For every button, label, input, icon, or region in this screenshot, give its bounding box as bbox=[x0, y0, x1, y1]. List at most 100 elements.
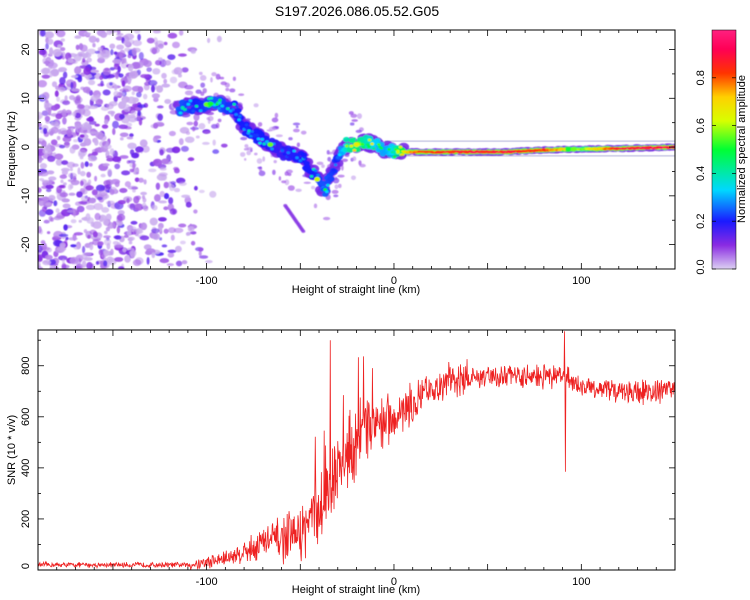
spectrogram-noise-blob bbox=[161, 72, 167, 79]
spectrogram-noise-blob bbox=[168, 197, 174, 205]
spectrogram-ridge-core bbox=[270, 147, 274, 151]
spectrogram-noise-blob bbox=[100, 32, 108, 37]
spectrogram-ridge-core bbox=[370, 142, 374, 146]
spectrogram-noise-blob bbox=[217, 118, 222, 123]
spectrogram-noise-blob bbox=[126, 197, 130, 204]
spectrogram-noise-blob bbox=[63, 141, 70, 146]
spectrogram-noise-blob bbox=[50, 217, 54, 222]
spectrogram-noise-blob bbox=[179, 30, 184, 36]
spectrogram-noise-blob bbox=[59, 144, 66, 149]
spectrogram-noise-blob bbox=[199, 75, 207, 81]
spectrogram-noise-blob bbox=[140, 191, 148, 196]
spectrogram-noise-blob bbox=[44, 115, 51, 122]
spectrogram-noise-blob bbox=[88, 79, 96, 86]
spectrogram-ridge-core bbox=[256, 137, 261, 141]
spectrogram-noise-blob bbox=[112, 59, 122, 64]
spectrogram-noise-blob bbox=[357, 113, 362, 119]
spectrogram-ridge-core bbox=[220, 104, 224, 108]
spectrogram-noise-blob bbox=[42, 49, 46, 56]
spectrogram-noise-blob bbox=[178, 138, 184, 146]
spectrogram-noise-blob bbox=[178, 73, 182, 78]
spectrogram-streak-blob bbox=[301, 229, 306, 233]
spectrogram-ridge-core bbox=[234, 113, 238, 116]
spectrogram-noise-blob bbox=[161, 83, 171, 88]
spectrogram-noise-blob bbox=[85, 204, 96, 210]
spectrogram-ridge-core bbox=[367, 145, 371, 149]
spectrogram-noise-blob bbox=[124, 126, 132, 130]
spectrogram-noise-blob bbox=[123, 39, 131, 46]
spectrogram-noise-blob bbox=[129, 168, 135, 173]
spectrogram-noise-blob bbox=[141, 195, 146, 200]
spectrogram-noise-blob bbox=[232, 76, 236, 82]
spectrogram-noise-blob bbox=[45, 254, 53, 260]
spectrogram-noise-blob bbox=[92, 231, 98, 238]
spectrogram-noise-blob bbox=[119, 155, 129, 159]
spectrogram-noise-blob bbox=[95, 184, 106, 192]
spectrogram-noise-blob bbox=[52, 48, 62, 57]
spectrogram-noise-blob bbox=[284, 179, 290, 186]
spectrogram-noise-blob bbox=[74, 66, 82, 75]
spectrogram-noise-blob bbox=[143, 93, 148, 100]
spectrogram-noise-blob bbox=[56, 96, 60, 102]
spectrogram-noise-blob bbox=[41, 242, 48, 251]
spectrogram-noise-blob bbox=[296, 142, 300, 148]
spectrogram-noise-blob bbox=[109, 67, 116, 71]
spectrogram-noise-blob bbox=[331, 189, 339, 194]
spectrogram-noise-blob bbox=[76, 191, 83, 198]
spectrogram-ridge-core bbox=[349, 144, 354, 148]
spectrogram-noise-blob bbox=[209, 190, 217, 198]
spectrogram-noise-blob bbox=[159, 190, 165, 198]
spectrogram-noise-blob bbox=[219, 76, 225, 80]
spectrogram-noise-blob bbox=[164, 99, 172, 104]
spectrogram-ridge-core bbox=[295, 156, 299, 160]
spectrogram-ridge-mid bbox=[319, 180, 326, 186]
spectrogram-noise-blob bbox=[281, 180, 287, 184]
spectrogram-noise-blob bbox=[55, 113, 63, 120]
spectrogram-noise-blob bbox=[207, 115, 214, 122]
spectrogram-noise-blob bbox=[153, 136, 158, 143]
spectrogram-noise-blob bbox=[156, 85, 164, 93]
spectrogram-noise-blob bbox=[78, 43, 84, 51]
spectrogram-noise-blob bbox=[94, 123, 100, 127]
spectrogram-noise-blob bbox=[67, 126, 76, 130]
spectrogram-ridge-core bbox=[255, 133, 259, 137]
spectrogram-noise-blob bbox=[132, 259, 142, 266]
spectrogram-noise-blob bbox=[156, 105, 164, 109]
spectrogram-noise-blob bbox=[117, 210, 125, 216]
spectrogram-noise-blob bbox=[47, 107, 52, 116]
spectrogram-noise-blob bbox=[112, 156, 122, 163]
spectrogram-noise-blob bbox=[190, 240, 196, 246]
spectrogram-noise-blob bbox=[38, 157, 43, 164]
spectrogram-noise-blob bbox=[67, 132, 77, 138]
spectrogram-noise-blob bbox=[215, 73, 221, 80]
spectrogram-noise-blob bbox=[38, 254, 44, 261]
spectrogram-noise-blob bbox=[127, 185, 138, 190]
spectrogram-noise-blob bbox=[173, 227, 184, 234]
spectrogram-y-tick-label: -10 bbox=[20, 188, 32, 204]
spectrogram-noise-blob bbox=[46, 231, 51, 235]
spectrogram-noise-blob bbox=[38, 265, 42, 269]
spectrogram-noise-blob bbox=[159, 258, 170, 264]
spectrogram-noise-blob bbox=[159, 167, 167, 171]
spectrogram-noise-blob bbox=[45, 202, 52, 206]
spectrogram-ridge-core bbox=[372, 147, 376, 151]
spectrogram-noise-blob bbox=[128, 241, 133, 245]
spectrogram-ridge-core bbox=[209, 96, 214, 100]
spectrogram-noise-blob bbox=[136, 91, 142, 98]
spectrogram-ridge-core bbox=[292, 149, 297, 153]
spectrogram-noise-blob bbox=[113, 84, 118, 91]
spectrogram-noise-blob bbox=[130, 250, 135, 259]
spectrogram-noise-blob bbox=[207, 37, 211, 44]
spectrogram-noise-blob bbox=[135, 195, 141, 201]
spectrogram-noise-blob bbox=[113, 244, 124, 248]
spectrogram-noise-blob bbox=[45, 61, 49, 67]
spectrogram-noise-blob bbox=[148, 168, 157, 173]
snr-x-tick-label: -100 bbox=[196, 576, 218, 588]
spectrogram-noise-blob bbox=[91, 151, 99, 156]
spectrogram-noise-blob bbox=[84, 161, 89, 168]
spectrogram-ridge-core bbox=[394, 148, 398, 151]
spectrogram-noise-blob bbox=[163, 78, 168, 84]
spectrogram-noise-blob bbox=[132, 162, 136, 170]
spectrogram-noise-blob bbox=[99, 190, 108, 197]
